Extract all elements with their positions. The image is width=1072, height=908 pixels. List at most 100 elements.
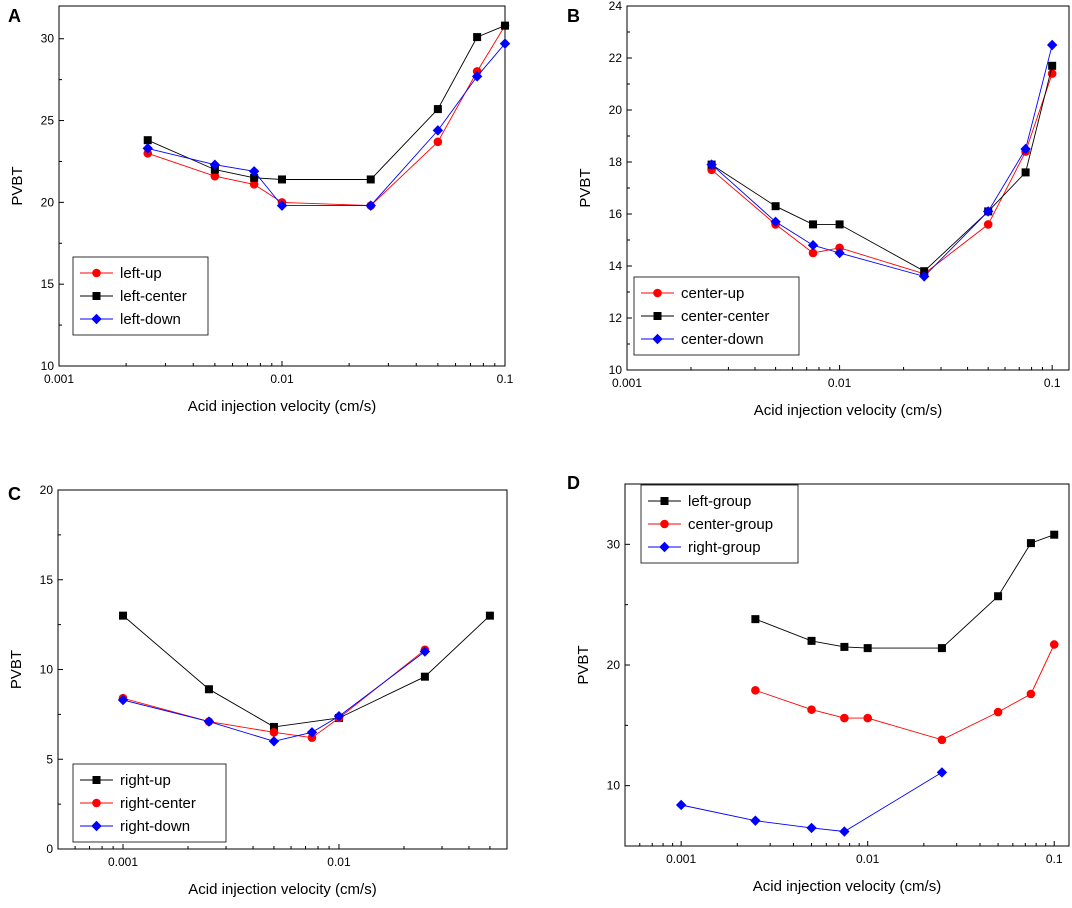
legend-label: center-center [681, 308, 769, 325]
data-point [1026, 689, 1036, 699]
data-point [501, 21, 509, 30]
y-tick-label: 10 [607, 779, 621, 793]
y-tick-label: 20 [609, 103, 623, 117]
panel-label: C [8, 484, 21, 504]
data-point [210, 171, 220, 181]
data-point [770, 216, 781, 227]
series-left-up [143, 21, 510, 210]
series-left-center [143, 21, 509, 184]
x-tick-label: 0.1 [1046, 852, 1063, 866]
data-point [499, 38, 511, 49]
data-point [994, 592, 1003, 601]
data-point [209, 159, 221, 170]
y-tick-label: 15 [40, 573, 54, 587]
legend-marker [92, 292, 101, 300]
legend-label: right-down [120, 818, 190, 835]
legend-marker [653, 288, 662, 298]
data-point [1046, 39, 1058, 51]
y-tick-label: 14 [609, 259, 623, 273]
x-axis-title: Acid injection velocity (cm/s) [188, 398, 376, 415]
y-tick-label: 20 [607, 658, 621, 672]
data-point [1021, 168, 1030, 177]
series-line [711, 73, 1053, 275]
series-center-down [706, 39, 1058, 282]
x-tick-label: 0.01 [270, 372, 294, 386]
legend: center-up center-center center-down [633, 276, 800, 356]
data-point [840, 642, 849, 651]
data-point [983, 220, 993, 229]
data-point [433, 105, 442, 114]
y-axis-title: PVBT [577, 168, 594, 207]
data-point [863, 713, 872, 723]
series-line [711, 65, 1053, 272]
panel-label: A [8, 6, 21, 26]
series-line [755, 644, 1055, 741]
series-line [681, 772, 943, 832]
data-point [432, 125, 444, 136]
y-tick-label: 25 [41, 114, 55, 128]
data-point [1026, 539, 1035, 548]
x-tick-label: 0.001 [44, 372, 74, 386]
data-point [834, 247, 845, 259]
y-axis-title: PVBT [575, 645, 592, 684]
legend-marker [92, 268, 101, 278]
data-point [840, 713, 849, 723]
series-line [147, 25, 506, 207]
legend-marker [659, 541, 670, 553]
series-line [122, 615, 491, 728]
data-point [276, 200, 288, 211]
series-line [122, 651, 426, 742]
data-point [306, 727, 318, 738]
data-point [809, 220, 818, 229]
data-point [751, 686, 760, 695]
data-point [433, 137, 443, 147]
data-point [863, 644, 872, 653]
panel-c: C 0 5 10 15 20 0.001 0.01 Acid injection velocit… [8, 483, 508, 898]
data-point [119, 611, 128, 620]
panel-label: B [567, 6, 580, 26]
legend-label: center-group [688, 516, 773, 533]
series-line [711, 44, 1053, 277]
legend-label: right-center [120, 795, 196, 812]
data-point [937, 735, 947, 745]
y-axis-title: PVBT [9, 166, 26, 205]
data-point [1048, 61, 1057, 70]
data-point [839, 826, 850, 837]
data-point [936, 767, 948, 778]
y-tick-label: 10 [41, 359, 55, 373]
y-tick-label: 22 [609, 51, 623, 65]
data-point [807, 705, 816, 714]
x-tick-label: 0.01 [828, 376, 852, 390]
data-point [751, 615, 760, 624]
panel-b: B 10 12 14 16 18 20 22 24 0.001 0.01 0.1 Acid inject… [567, 0, 1070, 419]
legend-label: left-up [120, 265, 162, 282]
series-right-group [675, 767, 948, 837]
y-tick-label: 18 [609, 155, 623, 169]
series-line [755, 534, 1055, 649]
legend-marker [92, 776, 101, 784]
data-point [937, 644, 946, 653]
data-point [278, 175, 286, 184]
legend-label: right-group [688, 539, 761, 556]
data-point [1020, 143, 1031, 155]
data-point [750, 815, 761, 826]
data-point [117, 694, 129, 706]
series-line [147, 25, 506, 180]
data-point [366, 175, 375, 184]
y-tick-label: 5 [46, 752, 53, 766]
x-tick-label: 0.1 [497, 372, 514, 386]
data-point [473, 33, 482, 42]
y-tick-label: 12 [609, 311, 623, 325]
legend-marker [653, 312, 662, 320]
y-tick-label: 30 [41, 32, 55, 46]
legend: left-group center-group right-group [640, 484, 799, 564]
data-point [203, 716, 215, 727]
y-tick-label: 24 [609, 0, 623, 13]
y-tick-label: 30 [607, 537, 621, 551]
x-tick-label: 0.1 [1044, 376, 1061, 390]
y-tick-label: 10 [609, 363, 623, 377]
y-axis-title: PVBT [8, 650, 25, 689]
x-tick-label: 0.001 [108, 855, 138, 869]
legend: right-up right-center right-down [72, 763, 227, 843]
series-line [147, 43, 506, 207]
